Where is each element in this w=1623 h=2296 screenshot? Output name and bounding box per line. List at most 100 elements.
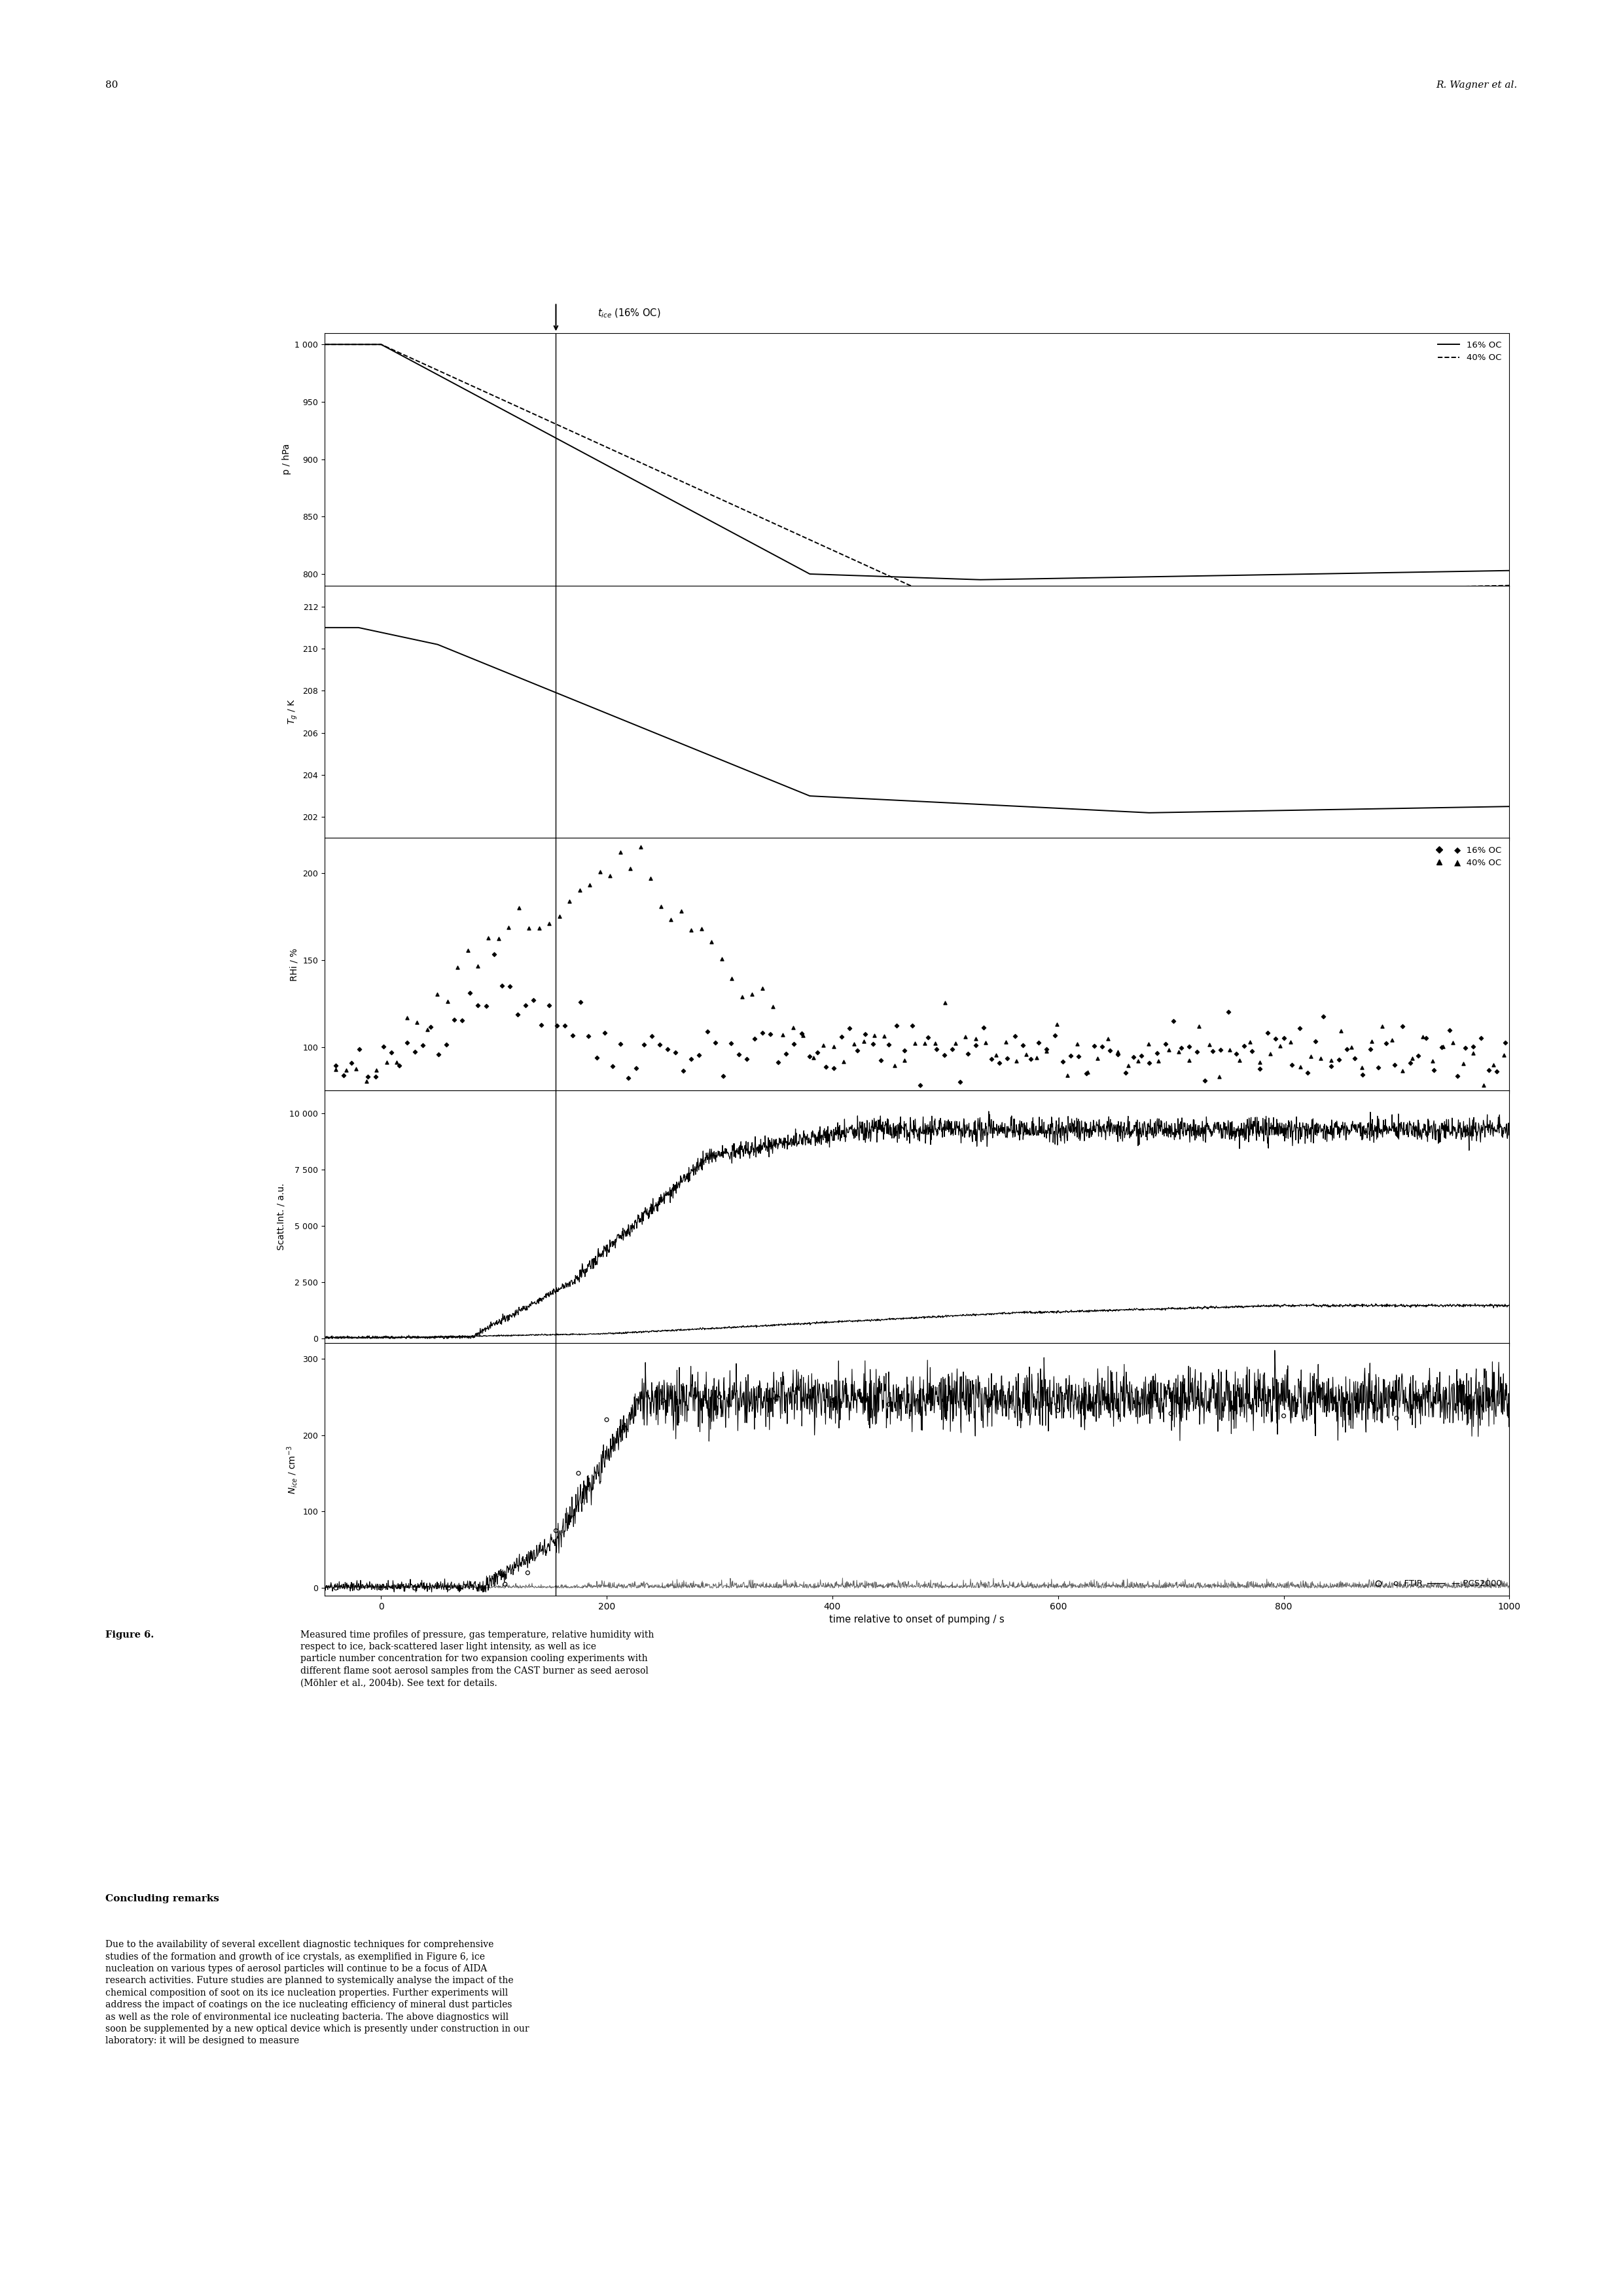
Point (678, 1040, 704, 1077)
Point (1089, 1029, 1115, 1065)
Point (466, 948, 492, 985)
Point (1024, 1040, 1050, 1077)
Point (781, 1010, 807, 1047)
FTIR (1045, 1391, 1071, 1428)
Point (1368, 1008, 1394, 1045)
Point (932, 985, 958, 1022)
Point (844, 1033, 870, 1070)
Point (544, 1008, 570, 1045)
Point (1406, 1038, 1431, 1075)
FTIR (565, 1456, 591, 1492)
Point (1227, 1042, 1253, 1079)
Point (646, 1026, 672, 1063)
Point (1381, 1047, 1407, 1084)
Line: PCS2000: PCS2000 (325, 1350, 1509, 1591)
Point (1453, 1029, 1479, 1065)
Point (1105, 1035, 1131, 1072)
Point (615, 1061, 641, 1097)
Point (1436, 1013, 1462, 1049)
Point (841, 1026, 867, 1063)
Point (1183, 1033, 1209, 1070)
Point (560, 1017, 586, 1054)
Point (1279, 1047, 1305, 1084)
Point (472, 987, 498, 1024)
Point (729, 978, 755, 1015)
Point (1196, 1026, 1222, 1063)
Point (695, 1013, 721, 1049)
Point (1295, 1054, 1321, 1091)
Point (584, 1040, 610, 1077)
Point (489, 967, 514, 1003)
Point (1444, 1058, 1470, 1095)
Point (781, 1026, 807, 1063)
Point (1144, 1035, 1170, 1072)
Point (719, 960, 745, 996)
Point (734, 1040, 760, 1077)
Point (1034, 1033, 1060, 1070)
Point (678, 912, 704, 948)
Point (1246, 1052, 1272, 1088)
Point (1177, 1042, 1203, 1079)
Y-axis label: Scatt.Int. / a.u.: Scatt.Int. / a.u. (278, 1182, 286, 1251)
Point (403, 1033, 428, 1070)
FTIR (403, 1570, 428, 1607)
Point (1420, 1042, 1446, 1079)
Point (1199, 1033, 1225, 1070)
FTIR (1157, 1396, 1183, 1433)
Point (1238, 1033, 1264, 1070)
Point (669, 893, 695, 930)
Point (1105, 1033, 1131, 1070)
Point (506, 891, 532, 928)
FTIR (346, 1570, 372, 1607)
Point (962, 1026, 988, 1063)
Point (790, 1017, 816, 1054)
Point (1094, 1022, 1120, 1058)
Point (347, 1031, 373, 1068)
PCS2000 (315, 1575, 334, 1603)
FTIR (594, 1401, 620, 1437)
Point (860, 1026, 886, 1063)
X-axis label: time relative to onset of pumping / s: time relative to onset of pumping / s (829, 1614, 1005, 1626)
Point (1480, 1047, 1506, 1084)
Point (1206, 1058, 1232, 1095)
Point (742, 1022, 768, 1058)
Point (1010, 1026, 1035, 1063)
Point (1263, 1019, 1289, 1056)
Point (1449, 1045, 1475, 1081)
Point (1224, 1035, 1250, 1072)
Point (536, 987, 562, 1024)
Point (1237, 1024, 1263, 1061)
Point (1389, 1052, 1415, 1088)
Text: Due to the availability of several excellent diagnostic techniques for comprehen: Due to the availability of several excel… (105, 1940, 529, 2046)
Point (993, 1024, 1019, 1061)
Point (1492, 1024, 1518, 1061)
Point (828, 1019, 854, 1056)
Point (557, 884, 583, 921)
Point (599, 1047, 625, 1084)
Point (764, 1045, 790, 1081)
Point (912, 1024, 938, 1061)
FTIR (876, 1387, 902, 1424)
PCS2000 (1477, 1387, 1496, 1414)
Point (902, 1024, 928, 1061)
Point (1470, 1068, 1496, 1104)
Legend: o  FTIR, — PCS2000: o FTIR, — PCS2000 (1367, 1575, 1505, 1591)
Point (1389, 1008, 1415, 1045)
Point (915, 1019, 941, 1056)
Point (979, 1040, 1005, 1077)
Point (1073, 1056, 1099, 1093)
Point (1255, 1015, 1281, 1052)
Point (383, 1045, 409, 1081)
Point (1420, 1052, 1446, 1088)
Point (657, 900, 683, 937)
Point (404, 1003, 430, 1040)
Point (588, 854, 613, 891)
Point (566, 872, 592, 909)
Point (1120, 1038, 1146, 1075)
Point (1373, 1024, 1399, 1061)
Point (962, 1019, 988, 1056)
Point (760, 987, 786, 1024)
FTIR (1271, 1398, 1297, 1435)
Point (394, 1024, 420, 1061)
Point (1357, 1031, 1383, 1068)
